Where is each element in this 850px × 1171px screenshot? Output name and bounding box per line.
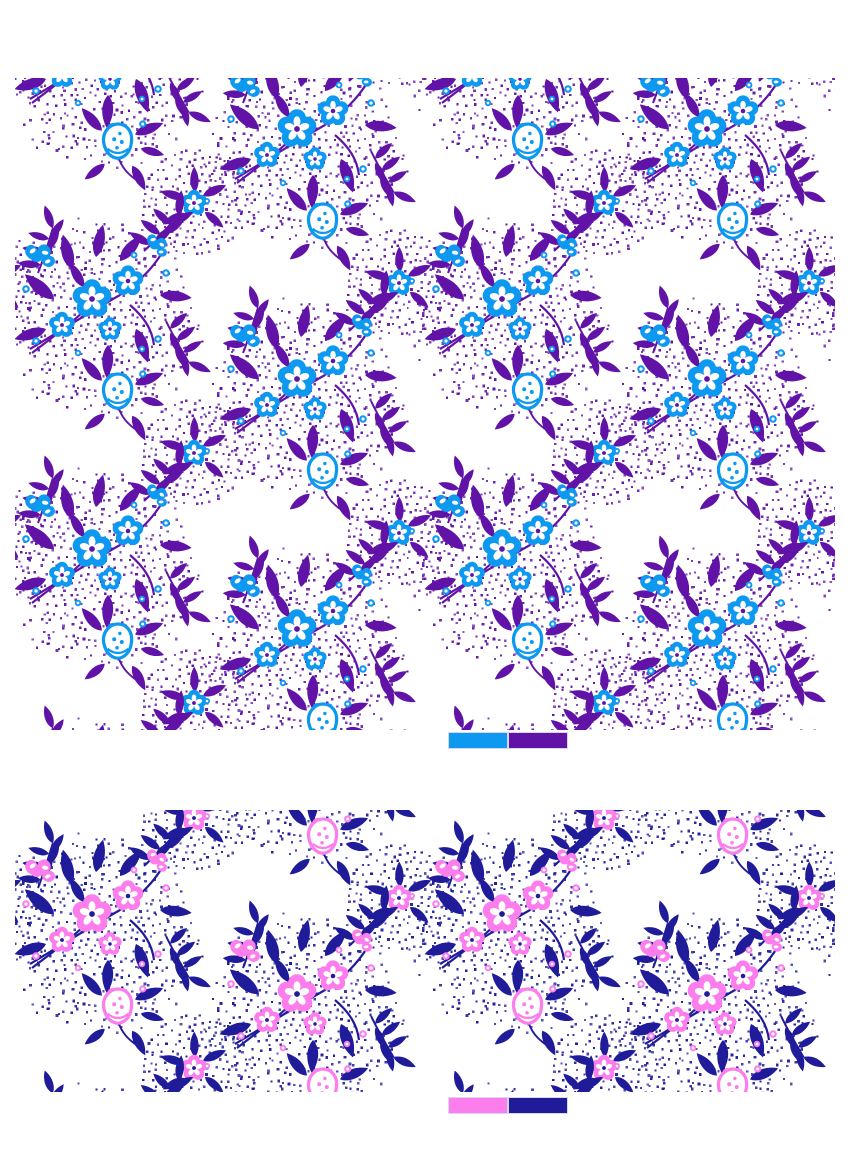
pattern-panel-colorway-1 [15, 78, 835, 730]
colorway-1-swatch-bar [449, 733, 567, 748]
floral-pattern-colorway-1-svg [15, 78, 835, 730]
pattern-panel-colorway-2 [15, 810, 835, 1092]
floral-pattern-colorway-2-svg [15, 810, 835, 1092]
colorway-1-leaf-color-chip [509, 733, 567, 748]
colorway-2-flower-color-chip [449, 1098, 507, 1113]
colorway-2-swatch-bar [449, 1098, 567, 1113]
colorway-1-flower-color-chip [449, 733, 507, 748]
colorway-2-leaf-color-chip [509, 1098, 567, 1113]
